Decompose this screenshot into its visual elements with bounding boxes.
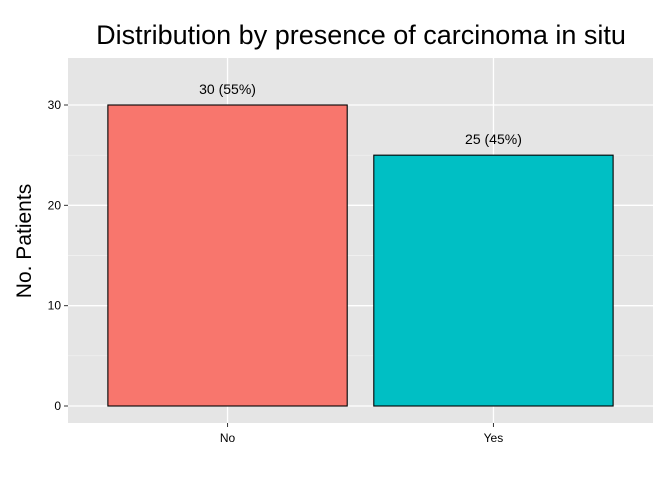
chart-title: Distribution by presence of carcinoma in…: [96, 20, 626, 50]
x-tick-label: No: [220, 431, 236, 445]
y-tick-label: 30: [48, 98, 62, 112]
x-tick-label: Yes: [484, 431, 504, 445]
y-tick-label: 10: [48, 299, 62, 313]
bars: [107, 104, 614, 407]
data-label: 30 (55%): [199, 81, 256, 97]
data-labels: 30 (55%) 25 (45%): [199, 81, 522, 147]
y-axis-title: No. Patients: [13, 184, 36, 298]
bar-yes: [373, 154, 614, 407]
data-label: 25 (45%): [465, 131, 522, 147]
axes: 0 10 20 30 No Yes: [48, 98, 504, 445]
bar-no: [107, 104, 348, 407]
y-tick-label: 20: [48, 198, 62, 212]
y-tick-label: 0: [54, 399, 61, 413]
